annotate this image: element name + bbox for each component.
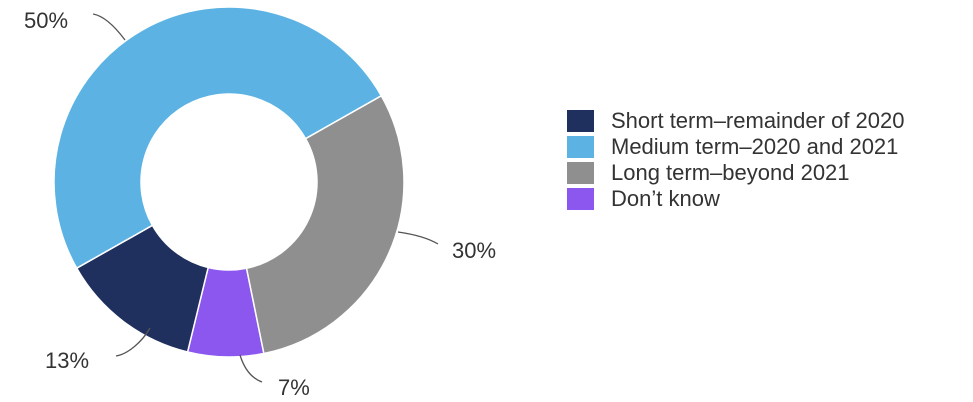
leader-line-short-term: [115, 327, 151, 357]
legend-label-medium-term: Medium term–2020 and 2021: [611, 134, 899, 159]
value-label-dont-know: 7%: [278, 375, 310, 400]
donut-slice-long-term: [245, 94, 405, 355]
legend-swatch-short-term: [567, 110, 594, 132]
value-label-short-term: 13%: [45, 348, 89, 373]
legend-item-short-term: Short term–remainder of 2020: [567, 108, 905, 134]
legend-label-dont-know: Don’t know: [611, 186, 720, 211]
leader-line-dont-know: [239, 354, 263, 383]
donut-slice-medium-term: [53, 6, 383, 270]
legend: Short term–remainder of 2020 Medium term…: [567, 108, 905, 212]
slices-group: [53, 6, 405, 358]
legend-label-long-term: Long term–beyond 2021: [611, 160, 850, 185]
leader-lines-group: [92, 13, 439, 383]
legend-swatch-medium-term: [567, 136, 594, 158]
legend-swatch-dont-know: [567, 188, 594, 210]
legend-item-dont-know: Don’t know: [567, 186, 905, 212]
legend-item-medium-term: Medium term–2020 and 2021: [567, 134, 905, 160]
legend-item-long-term: Long term–beyond 2021: [567, 160, 905, 186]
value-label-long-term: 30%: [452, 238, 496, 263]
value-label-medium-term: 50%: [24, 8, 68, 33]
leader-line-medium-term: [92, 13, 126, 41]
legend-label-short-term: Short term–remainder of 2020: [611, 108, 905, 133]
value-labels-group: 7% 13% 50% 30%: [24, 8, 496, 400]
legend-swatch-long-term: [567, 162, 594, 184]
leader-line-long-term: [397, 231, 439, 245]
